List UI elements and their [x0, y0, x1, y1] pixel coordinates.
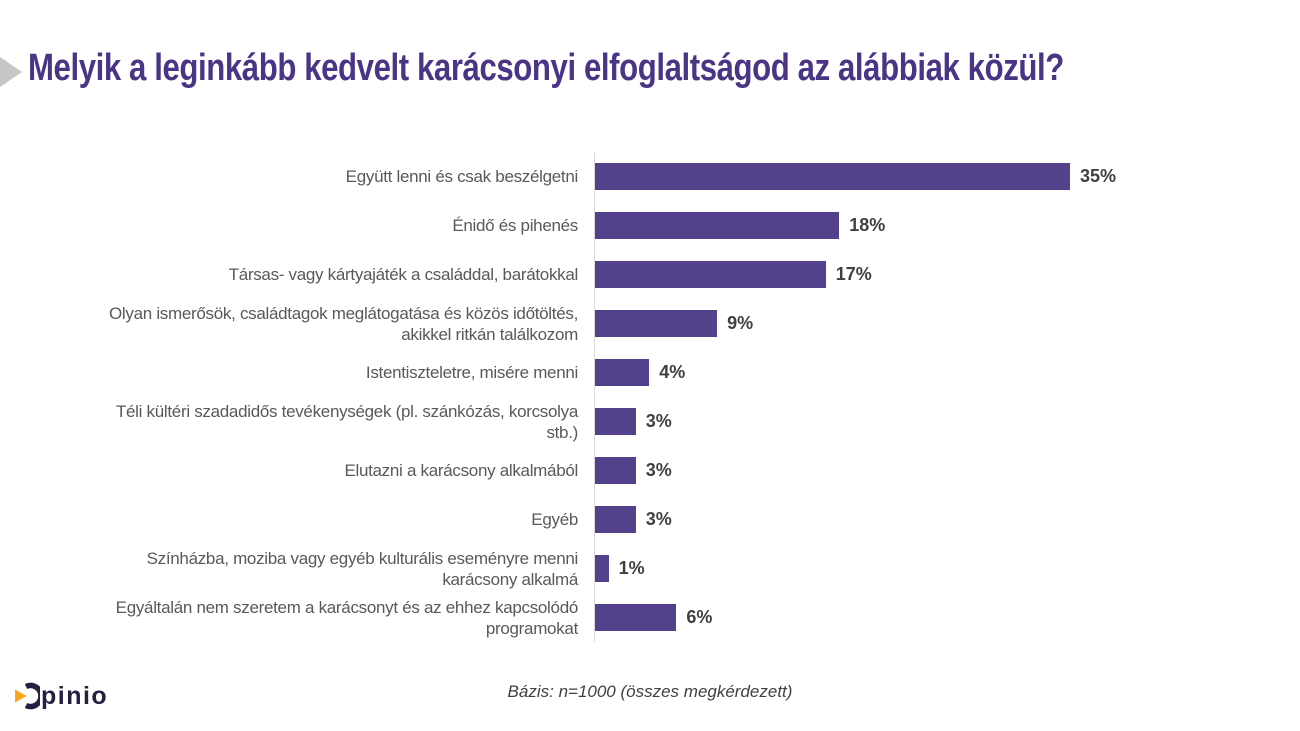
- category-label: Egyáltalán nem szeretem a karácsonyt és …: [0, 593, 594, 642]
- category-label-text: Téli kültéri szadadidős tevékenységek (p…: [115, 401, 578, 442]
- bar-area: 9%: [594, 299, 1300, 348]
- chart-row: Elutazni a karácsony alkalmából 3%: [0, 446, 1300, 495]
- category-label: Társas- vagy kártyajáték a családdal, ba…: [0, 250, 594, 299]
- bar-area: 1%: [594, 544, 1300, 593]
- category-label-text: Énidő és pihenés: [452, 216, 578, 235]
- value-label: 3%: [645, 411, 672, 431]
- opinio-logo-text: pinio: [41, 682, 109, 710]
- opinio-logo: pinio: [14, 680, 108, 712]
- bar: [595, 212, 840, 239]
- bar: [595, 359, 650, 386]
- category-label: Olyan ismerősök, családtagok meglátogatá…: [0, 299, 594, 348]
- header: Melyik a leginkább kedvelt karácsonyi el…: [0, 0, 1300, 120]
- category-label-text: Egyéb: [531, 510, 578, 529]
- bar-area: 3%: [594, 495, 1300, 544]
- category-label-text: Istentiszteletre, misére menni: [365, 363, 578, 382]
- category-label-text: Együtt lenni és csak beszélgetni: [345, 167, 579, 186]
- chart-rows: Együtt lenni és csak beszélgetni 35% Énidő…: [0, 152, 1300, 642]
- bar-area: 6%: [594, 593, 1300, 642]
- bar: [595, 604, 677, 631]
- value-label: 6%: [686, 607, 713, 627]
- bar: [595, 555, 609, 582]
- category-label-text: Olyan ismerősök, családtagok meglátogatá…: [109, 303, 578, 344]
- category-label: Énidő és pihenés: [0, 201, 594, 250]
- chart-row: Olyan ismerősök, családtagok meglátogatá…: [0, 299, 1300, 348]
- basis-note: Bázis: n=1000 (összes megkérdezett): [507, 682, 793, 701]
- chart-row: Együtt lenni és csak beszélgetni 35%: [0, 152, 1300, 201]
- bar-area: 3%: [594, 446, 1300, 495]
- bar-area: 3%: [594, 397, 1300, 446]
- chart-row: Téli kültéri szadadidős tevékenységek (p…: [0, 397, 1300, 446]
- bar: [595, 506, 636, 533]
- title-arrow-icon: [0, 55, 22, 89]
- chart-row: Énidő és pihenés 18%: [0, 201, 1300, 250]
- value-label: 18%: [849, 215, 886, 235]
- category-label-text: Egyáltalán nem szeretem a karácsonyt és …: [115, 597, 579, 638]
- bar-area: 35%: [594, 152, 1300, 201]
- bar: [595, 163, 1070, 190]
- category-label: Együtt lenni és csak beszélgetni: [0, 152, 594, 201]
- bar: [595, 457, 636, 484]
- category-label: Téli kültéri szadadidős tevékenységek (p…: [0, 397, 594, 446]
- bar-area: 18%: [594, 201, 1300, 250]
- bar-area: 17%: [594, 250, 1300, 299]
- footer: pinio Bázis: n=1000 (összes megkérdezett…: [0, 676, 1300, 731]
- bar: [595, 261, 826, 288]
- page-title: Melyik a leginkább kedvelt karácsonyi el…: [28, 47, 1064, 89]
- opinio-logo-mark-icon: [15, 682, 40, 710]
- chart-row: Istentiszteletre, misére menni 4%: [0, 348, 1300, 397]
- value-label: 3%: [645, 460, 672, 480]
- bar-chart: Együtt lenni és csak beszélgetni 35% Énidő…: [0, 152, 1300, 642]
- value-label: 35%: [1080, 166, 1117, 186]
- category-label-text: Elutazni a karácsony alkalmából: [344, 461, 578, 480]
- category-label-text: Társas- vagy kártyajáték a családdal, ba…: [228, 265, 579, 284]
- bar-area: 4%: [594, 348, 1300, 397]
- value-label: 1%: [618, 558, 645, 578]
- chart-row: Egyáltalán nem szeretem a karácsonyt és …: [0, 593, 1300, 642]
- value-label: 17%: [835, 264, 872, 284]
- category-label: Istentiszteletre, misére menni: [0, 348, 594, 397]
- value-label: 3%: [645, 509, 672, 529]
- bar: [595, 408, 636, 435]
- category-label-text: Színházba, moziba vagy egyéb kulturális …: [146, 548, 579, 589]
- chart-row: Egyéb 3%: [0, 495, 1300, 544]
- chart-row: Színházba, moziba vagy egyéb kulturális …: [0, 544, 1300, 593]
- value-label: 9%: [727, 313, 754, 333]
- chart-row: Társas- vagy kártyajáték a családdal, ba…: [0, 250, 1300, 299]
- category-label: Egyéb: [0, 495, 594, 544]
- bar: [595, 310, 718, 337]
- value-label: 4%: [659, 362, 686, 382]
- category-label: Színházba, moziba vagy egyéb kulturális …: [0, 544, 594, 593]
- category-label: Elutazni a karácsony alkalmából: [0, 446, 594, 495]
